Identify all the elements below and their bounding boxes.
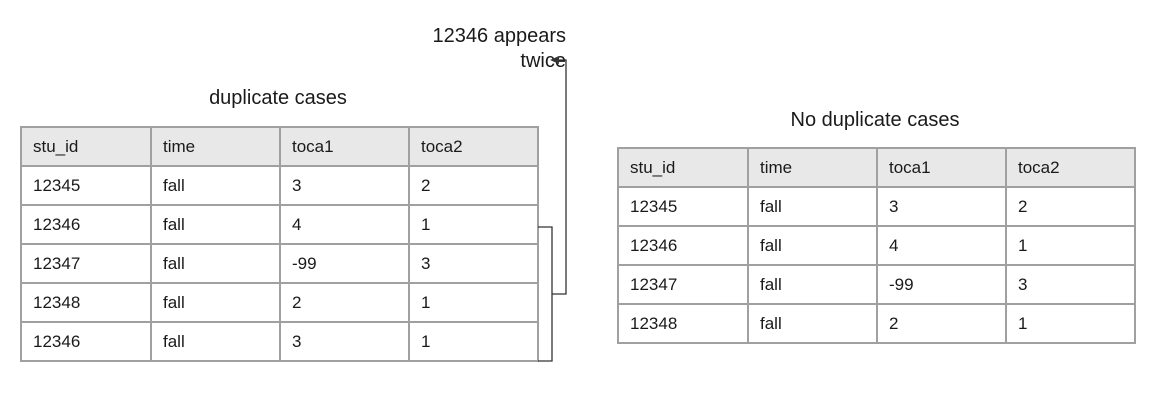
right-table-caption: No duplicate cases bbox=[790, 109, 960, 131]
column-header: time bbox=[150, 126, 281, 167]
table-cell: 1 bbox=[1005, 303, 1136, 344]
duplicate-annotation: 12346 appears twice bbox=[400, 24, 566, 74]
table-row: 12347 fall -99 3 bbox=[617, 264, 1136, 305]
table-cell: 12347 bbox=[20, 243, 152, 284]
table-cell: 3 bbox=[408, 243, 539, 284]
table-cell: 2 bbox=[408, 165, 539, 206]
table-cell: 12345 bbox=[617, 186, 749, 227]
column-header: time bbox=[747, 147, 878, 188]
column-header: stu_id bbox=[20, 126, 152, 167]
table-cell: 1 bbox=[408, 321, 539, 362]
table-cell: 12346 bbox=[617, 225, 749, 266]
table-cell: 1 bbox=[1005, 225, 1136, 266]
pointer-line bbox=[552, 59, 567, 295]
table-cell: fall bbox=[150, 321, 281, 362]
table-cell: 12347 bbox=[617, 264, 749, 305]
table-row: 12346 fall 4 1 bbox=[617, 225, 1136, 266]
table-cell: 2 bbox=[279, 282, 410, 323]
table-row: 12345 fall 3 2 bbox=[20, 165, 539, 206]
column-header: toca2 bbox=[1005, 147, 1136, 188]
table-header-row: stu_id time toca1 toca2 bbox=[617, 147, 1136, 188]
table-cell: 2 bbox=[1005, 186, 1136, 227]
table-cell: fall bbox=[747, 225, 878, 266]
table-row: 12346 fall 3 1 bbox=[20, 321, 539, 362]
left-table-caption: duplicate cases bbox=[209, 87, 347, 109]
table-cell: fall bbox=[150, 243, 281, 284]
table-row: 12347 fall -99 3 bbox=[20, 243, 539, 284]
table-cell: -99 bbox=[876, 264, 1007, 305]
table-cell: fall bbox=[747, 303, 878, 344]
table-cell: 3 bbox=[1005, 264, 1136, 305]
table-cell: 1 bbox=[408, 204, 539, 245]
table-cell: 4 bbox=[876, 225, 1007, 266]
no-duplicate-cases-table: stu_id time toca1 toca2 12345 fall 3 2 1… bbox=[617, 147, 1136, 344]
column-header: toca1 bbox=[279, 126, 410, 167]
table-cell: 12345 bbox=[20, 165, 152, 206]
table-cell: fall bbox=[150, 204, 281, 245]
table-cell: fall bbox=[747, 186, 878, 227]
table-cell: 12346 bbox=[20, 321, 152, 362]
table-cell: 12348 bbox=[20, 282, 152, 323]
column-header: toca1 bbox=[876, 147, 1007, 188]
column-header: toca2 bbox=[408, 126, 539, 167]
table-cell: 4 bbox=[279, 204, 410, 245]
table-row: 12348 fall 2 1 bbox=[20, 282, 539, 323]
table-cell: fall bbox=[747, 264, 878, 305]
column-header: stu_id bbox=[617, 147, 749, 188]
table-cell: 12348 bbox=[617, 303, 749, 344]
annotation-line-1: 12346 appears bbox=[432, 25, 566, 47]
table-cell: 2 bbox=[876, 303, 1007, 344]
table-row: 12346 fall 4 1 bbox=[20, 204, 539, 245]
annotation-line-2: twice bbox=[520, 50, 566, 72]
arrowhead-icon bbox=[550, 56, 559, 64]
table-header-row: stu_id time toca1 toca2 bbox=[20, 126, 539, 167]
table-row: 12348 fall 2 1 bbox=[617, 303, 1136, 344]
duplicate-cases-table: stu_id time toca1 toca2 12345 fall 3 2 1… bbox=[20, 126, 539, 362]
table-cell: -99 bbox=[279, 243, 410, 284]
table-cell: 1 bbox=[408, 282, 539, 323]
table-cell: 3 bbox=[279, 165, 410, 206]
table-cell: fall bbox=[150, 282, 281, 323]
table-cell: 3 bbox=[876, 186, 1007, 227]
table-cell: fall bbox=[150, 165, 281, 206]
table-row: 12345 fall 3 2 bbox=[617, 186, 1136, 227]
bracket-line bbox=[538, 226, 553, 362]
table-cell: 12346 bbox=[20, 204, 152, 245]
table-cell: 3 bbox=[279, 321, 410, 362]
